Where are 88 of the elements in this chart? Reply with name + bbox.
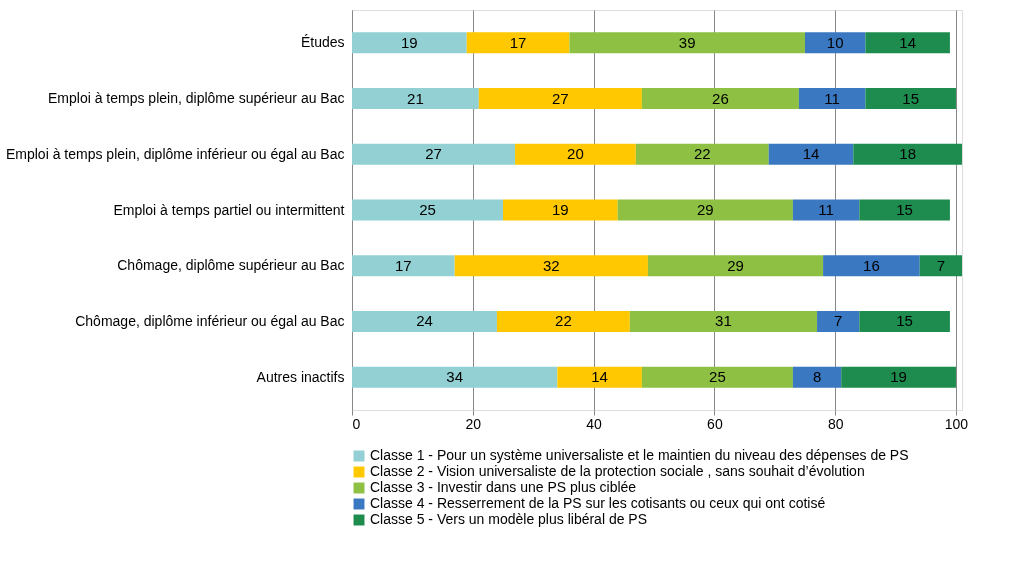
legend-label: Classe 2 - Vision universaliste de la protection sociale , sans souhait d’évolution: [370, 463, 865, 479]
bar: [515, 143, 636, 165]
bar: [352, 88, 479, 110]
data-label: 26: [712, 89, 729, 107]
bar: [478, 88, 642, 110]
bar: [557, 366, 642, 388]
bar: [768, 143, 854, 165]
legend-label: Classe 1 - Pour un système universaliste et le maintien du niveau des dépenses de PS: [370, 447, 909, 463]
y-tick-label: Chômage, diplôme inférieur ou égal au Bac: [75, 312, 345, 329]
data-label: 19: [401, 33, 418, 51]
data-label: 39: [678, 33, 696, 51]
bar: [859, 310, 950, 332]
legend-label: Classe 4 - Resserrement de la PS sur les cotisants ou ceux qui ont cotisé: [370, 495, 826, 511]
bar: [865, 88, 956, 110]
y-tick-label: Emploi à temps plein, diplôme supérieur au Bac: [48, 90, 345, 107]
data-label: 11: [818, 201, 834, 218]
data-label: 11: [824, 89, 840, 107]
data-label: 20: [567, 145, 584, 163]
data-label: 14: [591, 368, 608, 386]
bar: [817, 310, 860, 332]
bar: [841, 366, 956, 388]
bar: [629, 310, 818, 332]
x-tick-label: 60: [707, 415, 723, 432]
bar: [804, 32, 866, 54]
bar: [798, 88, 866, 110]
data-label: 29: [727, 256, 744, 274]
data-label: 16: [863, 256, 880, 274]
bar: [502, 199, 618, 221]
bar: [617, 199, 793, 221]
bar: [853, 143, 962, 165]
x-tick-label: 80: [827, 415, 844, 432]
y-tick-label: Emploi à temps plein, diplôme inférieur ou égal au Bac: [5, 145, 345, 162]
data-label: 32: [542, 256, 560, 274]
data-label: 19: [552, 201, 569, 218]
bar: [352, 199, 503, 221]
data-label: 15: [896, 312, 913, 330]
data-label: 27: [552, 89, 569, 107]
bar: [352, 366, 558, 388]
data-label: 15: [896, 201, 913, 218]
data-label: 22: [693, 145, 711, 163]
data-label: 15: [902, 89, 920, 107]
data-label: 31: [715, 312, 732, 330]
y-tick-label: Emploi à temps partiel ou intermittent: [113, 201, 345, 218]
bar: [352, 143, 516, 165]
data-label: 17: [509, 33, 527, 51]
data-label: 24: [416, 312, 433, 330]
data-label: 7: [936, 256, 946, 274]
data-label: 18: [899, 145, 916, 163]
bar: [865, 32, 950, 54]
bar: [569, 32, 805, 54]
legend-label: Classe 5 - Vers un modèle plus libéral de PS: [370, 511, 648, 527]
bar: [859, 199, 950, 221]
x-tick-label: 100: [944, 415, 969, 432]
data-label: 25: [709, 368, 726, 386]
bar: [466, 32, 570, 54]
y-tick-label: Études: [300, 34, 345, 51]
bar: [641, 88, 799, 110]
bar: [352, 32, 467, 54]
data-label: 14: [899, 33, 916, 51]
bar: [352, 310, 497, 332]
data-label: 27: [425, 145, 442, 163]
legend-label: Classe 3 - Investir dans une PS plus ciblée: [370, 479, 637, 495]
x-tick-label: 20: [465, 415, 482, 432]
data-label: 21: [407, 89, 424, 107]
x-tick-label: 40: [586, 415, 603, 432]
data-label: 19: [890, 368, 907, 386]
data-label: 7: [834, 312, 843, 330]
bar: [647, 255, 824, 277]
y-tick-label: Autres inactifs: [256, 368, 345, 385]
bar: [454, 255, 648, 277]
data-label: 14: [802, 145, 820, 163]
data-label: 34: [446, 368, 464, 386]
data-label: 22: [555, 312, 572, 330]
data-label: 8: [812, 368, 822, 386]
data-label: 10: [826, 33, 844, 51]
data-label: 25: [419, 201, 436, 218]
x-tick-label: 0: [352, 415, 361, 432]
y-tick-label: Chômage, diplôme supérieur au Bac: [117, 257, 345, 274]
bar: [792, 199, 860, 221]
bar: [635, 143, 769, 165]
bar: [641, 366, 793, 388]
bar: [792, 366, 842, 388]
bar: [352, 255, 455, 277]
data-label: 17: [394, 256, 412, 274]
bar: [823, 255, 920, 277]
data-label: 29: [696, 201, 714, 218]
bar: [919, 255, 962, 277]
bar: [496, 310, 630, 332]
